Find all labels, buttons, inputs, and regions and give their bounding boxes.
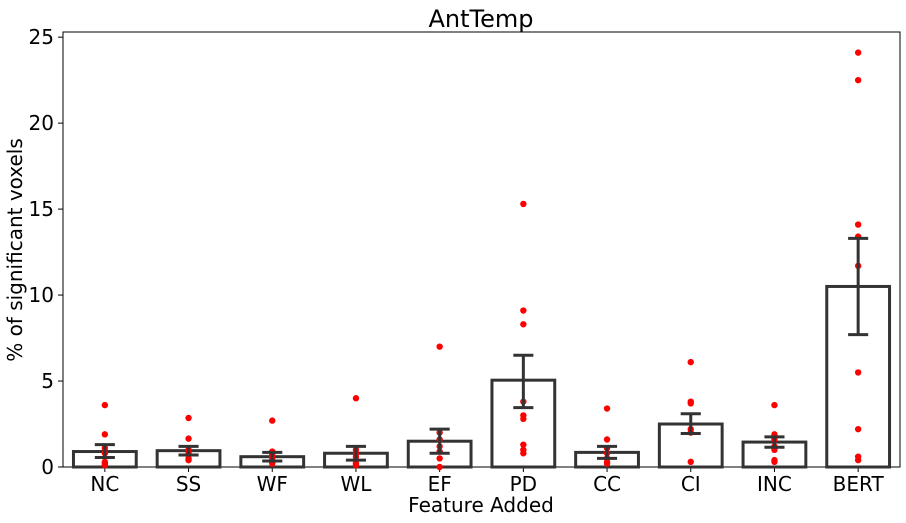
x-tick-label: WL: [340, 472, 372, 496]
data-point: [771, 401, 778, 409]
y-tick-label: 0: [41, 455, 54, 479]
data-point: [687, 458, 694, 466]
chart-title: AntTemp: [429, 5, 534, 33]
data-point: [854, 49, 862, 56]
y-tick-label: 15: [29, 197, 54, 221]
data-point: [520, 200, 527, 208]
x-tick-label: NC: [90, 472, 119, 496]
x-tick-label: SS: [176, 472, 201, 496]
x-tick-label: PD: [510, 472, 537, 496]
data-point: [520, 415, 527, 423]
data-point: [101, 431, 109, 438]
data-point: [603, 436, 611, 443]
data-point: [436, 463, 443, 471]
x-tick-label: BERT: [833, 472, 885, 496]
data-point: [101, 462, 109, 469]
data-point: [436, 343, 443, 350]
data-point: [520, 441, 527, 448]
data-point: [101, 401, 109, 409]
data-point: [603, 405, 611, 412]
data-point: [185, 435, 192, 442]
data-point: [854, 425, 862, 433]
plot-area: 0 5 10 15 20 25 NC SS WF WL EF PD CC CI INC BERT: [29, 25, 901, 496]
data-point: [603, 460, 611, 467]
data-point: [436, 455, 443, 462]
data-point: [520, 321, 527, 328]
data-point: [687, 358, 694, 366]
data-point: [269, 417, 276, 424]
data-point: [185, 456, 192, 464]
data-point: [185, 414, 192, 422]
data-point: [771, 458, 778, 466]
x-tick-label: INC: [757, 472, 792, 496]
y-tick-label: 5: [41, 369, 54, 393]
y-tick-label: 25: [29, 25, 54, 49]
data-point: [352, 395, 360, 402]
x-tick-label: CC: [593, 472, 621, 496]
data-point: [854, 456, 862, 464]
data-point: [352, 462, 360, 469]
data-point: [854, 76, 862, 84]
data-point: [520, 307, 527, 314]
x-axis-label: Feature Added: [408, 493, 554, 517]
y-tick-label: 10: [29, 283, 54, 307]
data-point: [687, 400, 694, 407]
data-point: [854, 369, 862, 376]
x-tick-label: WF: [257, 472, 288, 496]
data-point: [854, 221, 862, 228]
y-tick-label: 20: [29, 111, 54, 135]
x-tick-label: EF: [428, 472, 452, 496]
y-axis-label: % of significant voxels: [3, 138, 27, 362]
data-point: [520, 450, 527, 457]
x-tick-label: CI: [681, 472, 701, 496]
axes-frame: [62, 31, 901, 468]
